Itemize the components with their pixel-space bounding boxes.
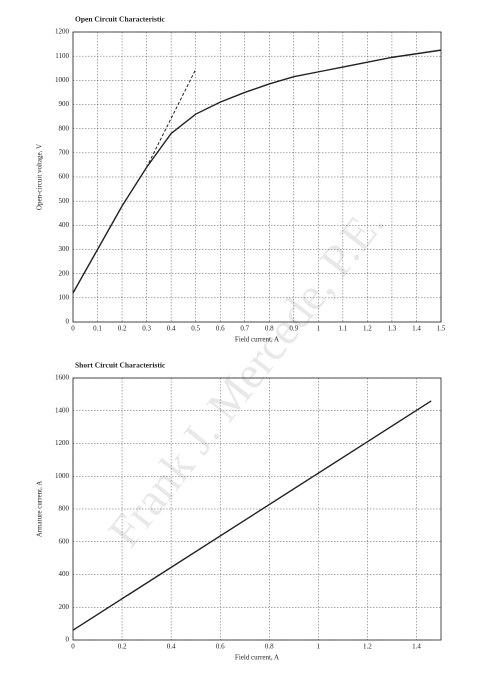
x-tick-label: 1.3 (388, 325, 397, 333)
x-tick-label: 0.8 (265, 325, 274, 333)
series-line (72, 400, 432, 631)
watermark: Frank J. Mercede, P.E. (98, 198, 394, 557)
y-tick-label: 600 (59, 537, 70, 545)
chart-title: Short Circuit Characteristic (75, 361, 166, 370)
x-tick-label: 1 (317, 643, 321, 651)
x-tick-label: 0.8 (265, 643, 274, 651)
plot-frame (72, 377, 442, 641)
x-tick-label: 0.4 (167, 643, 176, 651)
x-tick-label: 0.2 (118, 325, 127, 333)
x-tick-label: 0 (71, 325, 75, 333)
y-tick-label: 0 (66, 636, 70, 644)
x-tick-label: 0.7 (240, 325, 249, 333)
x-tick-label: 0.1 (93, 325, 102, 333)
y-tick-label: 1100 (55, 52, 69, 60)
y-tick-label: 0 (66, 318, 70, 326)
x-tick-label: 1.4 (412, 643, 421, 651)
y-tick-label: 300 (59, 245, 70, 253)
y-tick-label: 1000 (55, 472, 70, 480)
x-tick-label: 1.2 (363, 325, 372, 333)
x-tick-label: 0.3 (142, 325, 151, 333)
y-tick-label: 100 (59, 293, 70, 301)
y-tick-label: 1000 (55, 76, 70, 84)
y-tick-label: 500 (59, 197, 70, 205)
x-tick-label: 0.9 (289, 325, 298, 333)
y-tick-label: 400 (59, 221, 70, 229)
y-tick-label: 1200 (55, 439, 70, 447)
x-tick-label: 1.2 (363, 643, 372, 651)
x-tick-label: 1.5 (437, 325, 446, 333)
y-tick-label: 1400 (55, 406, 70, 414)
y-tick-label: 900 (59, 100, 70, 108)
y-tick-label: 700 (59, 148, 70, 156)
x-tick-label: 0.2 (118, 643, 127, 651)
x-tick-label: 0.6 (216, 643, 225, 651)
plot-frame (72, 31, 442, 323)
y-tick-label: 800 (59, 505, 70, 513)
x-axis-label: Field current, A (235, 654, 279, 662)
y-tick-label: 600 (59, 173, 70, 181)
y-axis-label: Open-circuit voltage, V (36, 144, 44, 210)
x-tick-label: 1.1 (338, 325, 347, 333)
y-axis-label: Armature current, A (36, 481, 44, 538)
y-tick-label: 1200 (55, 28, 70, 36)
x-tick-label: 0 (71, 643, 75, 651)
y-tick-label: 400 (59, 570, 70, 578)
x-tick-label: 0.6 (216, 325, 225, 333)
x-tick-label: 0.5 (191, 325, 200, 333)
x-tick-label: 1.4 (412, 325, 421, 333)
series-line (146, 69, 197, 168)
x-tick-label: 0.4 (167, 325, 176, 333)
y-tick-label: 800 (59, 124, 70, 132)
y-tick-label: 1600 (55, 374, 70, 382)
series-line (72, 49, 442, 294)
x-tick-label: 1 (317, 325, 321, 333)
chart-title: Open Circuit Characteristic (75, 15, 166, 24)
y-tick-label: 200 (59, 269, 70, 277)
y-tick-label: 200 (59, 603, 70, 611)
x-axis-label: Field current, A (235, 336, 279, 344)
